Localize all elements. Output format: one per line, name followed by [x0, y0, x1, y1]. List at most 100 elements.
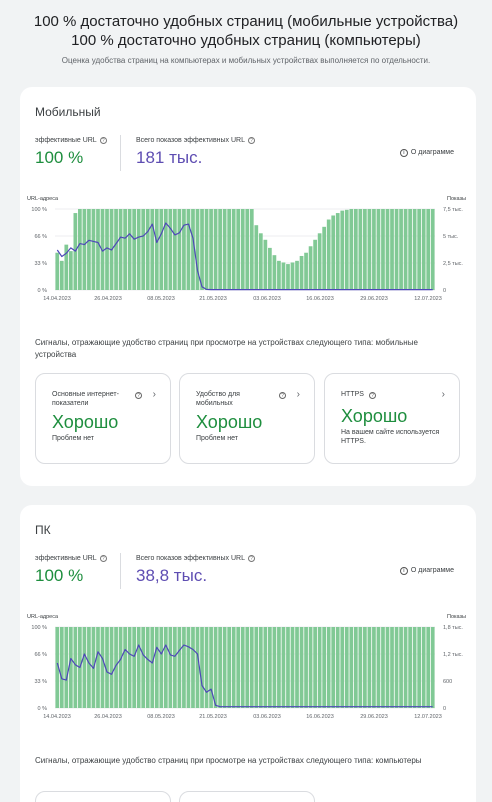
- info-icon: i: [399, 149, 408, 157]
- chevron-right-icon: ›: [296, 389, 300, 400]
- bar: [64, 627, 69, 708]
- bar: [344, 627, 349, 708]
- bar: [385, 209, 390, 290]
- bar: [286, 264, 290, 290]
- bar: [87, 209, 91, 290]
- info-icon: i: [399, 567, 408, 575]
- tile-https[interactable]: [179, 791, 315, 802]
- help-icon[interactable]: ?: [99, 137, 107, 144]
- x-tick-label: 08.05.2023: [147, 296, 175, 302]
- tile-status: Хорошо: [196, 412, 263, 432]
- chart-container: URL-адреса Показы 100 % 1,8 тыс. 66 % 1,2 тыс…: [20, 609, 476, 723]
- bar: [263, 239, 268, 290]
- bar: [173, 627, 177, 708]
- signals-text: Сигналы, отражающие удобство страниц при…: [35, 338, 418, 359]
- bar: [421, 627, 426, 708]
- bar: [222, 209, 227, 290]
- bar: [399, 627, 403, 708]
- bar: [353, 627, 358, 708]
- bar: [55, 627, 60, 708]
- x-tick-label: 26.04.2023: [94, 296, 122, 302]
- bar: [249, 627, 254, 708]
- tile-mobile-usability[interactable]: Удобство для мобильных ? › Хорошо Пробле…: [179, 373, 315, 464]
- right-tick-label: 2,5 тыс.: [443, 261, 463, 267]
- help-icon[interactable]: ?: [248, 555, 256, 562]
- bar: [258, 233, 263, 290]
- bar: [191, 209, 195, 290]
- help-icon[interactable]: ?: [248, 137, 256, 144]
- bar: [277, 627, 281, 708]
- bar: [145, 627, 150, 708]
- bar: [258, 627, 263, 708]
- help-icon[interactable]: ?: [99, 555, 107, 562]
- bar: [426, 627, 431, 708]
- bar: [286, 627, 290, 708]
- bar: [331, 627, 336, 708]
- bar: [390, 627, 394, 708]
- bar: [281, 627, 286, 708]
- bar: [200, 627, 204, 708]
- bar: [87, 627, 91, 708]
- bar: [109, 627, 114, 708]
- bar: [349, 209, 354, 290]
- bar: [412, 627, 417, 708]
- headline-desktop: 100 % достаточно удобных страниц (компью…: [71, 32, 421, 49]
- bar: [236, 209, 241, 290]
- bar: [231, 209, 236, 290]
- help-icon[interactable]: ?: [279, 392, 286, 399]
- x-tick-label: 29.06.2023: [360, 296, 388, 302]
- bar: [236, 627, 241, 708]
- bar: [114, 627, 118, 708]
- x-tick-label: 12.07.2023: [414, 296, 442, 302]
- bar: [367, 209, 372, 290]
- chevron-right-icon: ›: [152, 389, 156, 400]
- bar: [191, 627, 195, 708]
- bar: [326, 219, 331, 290]
- bar: [399, 209, 403, 290]
- bar: [209, 627, 213, 708]
- metric-value: 100 %: [35, 566, 84, 585]
- bar: [132, 209, 137, 290]
- metric-value: 181 тыс.: [136, 148, 203, 167]
- x-tick-label: 03.06.2023: [253, 714, 281, 720]
- bar: [277, 260, 281, 290]
- help-icon[interactable]: ?: [369, 392, 376, 399]
- signals-text: Сигналы, отражающие удобство страниц при…: [35, 756, 422, 765]
- x-tick-label: 12.07.2023: [414, 714, 442, 720]
- bar: [272, 255, 277, 290]
- metric-divider: [120, 135, 121, 171]
- right-tick-label: 600: [443, 679, 452, 685]
- bar: [358, 627, 363, 708]
- bar: [376, 209, 381, 290]
- bar: [163, 209, 168, 290]
- about-chart-label: О диаграмме: [410, 567, 454, 574]
- bar: [381, 209, 385, 290]
- bar: [100, 209, 105, 290]
- tile-core-web-vitals[interactable]: Основные интернет-показатели ? › Хорошо …: [35, 373, 171, 464]
- bar: [290, 627, 295, 708]
- bar: [68, 251, 73, 290]
- bar: [363, 209, 367, 290]
- left-tick-label: 0 %: [38, 288, 48, 294]
- impressions-line: [56, 222, 433, 291]
- bar: [340, 627, 345, 708]
- tile-https[interactable]: HTTPS ? › Хорошо На вашем сайте использу…: [324, 373, 460, 464]
- bar: [290, 262, 295, 290]
- metric-value: 100 %: [35, 148, 84, 167]
- bar: [313, 239, 317, 290]
- bar: [322, 627, 327, 708]
- x-tick-label: 16.06.2023: [306, 714, 334, 720]
- x-tick-label: 21.05.2023: [199, 714, 227, 720]
- bar: [408, 209, 412, 290]
- x-tick-label: 21.05.2023: [199, 296, 227, 302]
- help-icon[interactable]: ?: [135, 392, 142, 399]
- tile-core-web-vitals[interactable]: [35, 791, 171, 802]
- bar: [308, 246, 313, 290]
- page-header: 100 % достаточно удобных страниц (мобиль…: [0, 12, 492, 65]
- bar: [295, 627, 299, 708]
- bar: [68, 627, 73, 708]
- bar: [245, 209, 250, 290]
- bar: [213, 209, 218, 290]
